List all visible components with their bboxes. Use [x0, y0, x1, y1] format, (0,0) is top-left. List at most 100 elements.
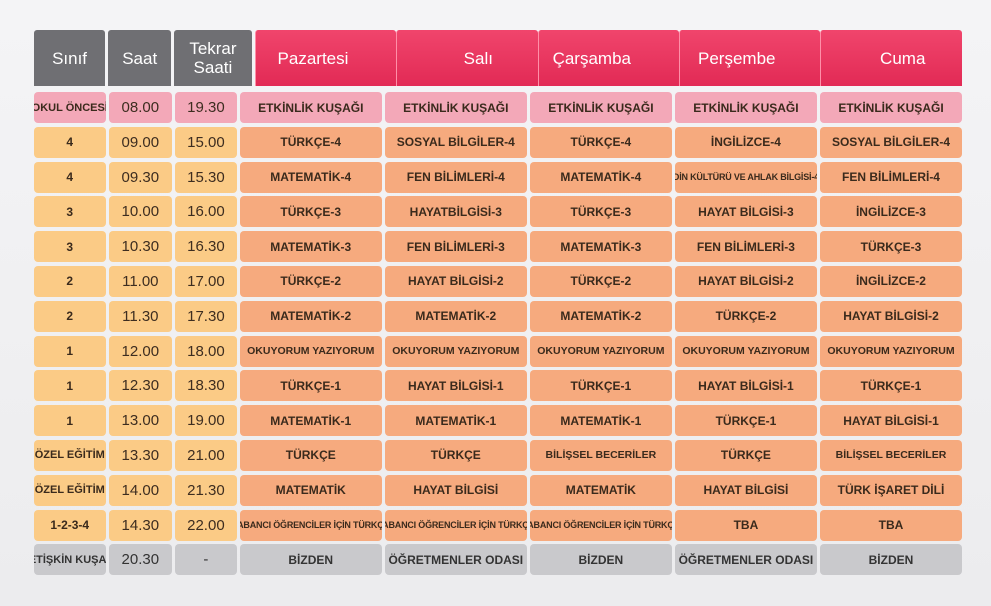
cell-lesson: MATEMATİK-1 — [239, 405, 382, 437]
cell-lesson: OKUYORUM YAZIYORUM — [239, 335, 382, 367]
cell-saat: 13.30 — [108, 439, 173, 471]
header-day-monday: Pazartesi — [254, 30, 397, 86]
cell-lesson: HAYAT BİLGİSİ-2 — [674, 265, 817, 297]
cell-lesson: MATEMATİK-3 — [239, 231, 382, 263]
cell-lesson: YABANCI ÖĞRENCİLER İÇİN TÜRKÇE — [529, 509, 672, 541]
cell-sinif: 1 — [34, 335, 106, 367]
cell-lesson: BİLİŞSEL BECERİLER — [819, 439, 963, 471]
schedule-table: Sınıf Saat Tekrar Saati Pazartesi Salı Ç… — [34, 30, 963, 579]
header-saat: Saat — [108, 30, 172, 86]
table-row: ÖZEL EĞİTİM 13.30 21.00 TÜRKÇE TÜRKÇE BİLİŞSE… — [34, 439, 963, 471]
cell-tekrar-saati: 16.30 — [175, 231, 237, 263]
cell-sinif: ÖZEL EĞİTİM — [34, 474, 106, 506]
cell-lesson: ÖĞRETMENLER ODASI — [384, 544, 527, 576]
cell-lesson: BİZDEN — [239, 544, 382, 576]
cell-lesson: ETKİNLİK KUŞAĞI — [384, 92, 527, 123]
table-row: 4 09.00 15.00 TÜRKÇE-4 SOSYAL BİLGİLER-4 TÜRK… — [34, 126, 963, 158]
cell-lesson: HAYAT BİLGİSİ-1 — [674, 370, 817, 402]
cell-lesson: MATEMATİK — [239, 474, 382, 506]
cell-tekrar-saati: - — [175, 544, 237, 576]
cell-tekrar-saati: 18.30 — [175, 370, 237, 402]
cell-saat: 09.00 — [108, 126, 173, 158]
cell-tekrar-saati: 22.00 — [175, 509, 237, 541]
cell-sinif: 1 — [34, 405, 106, 437]
cell-sinif: 2 — [34, 265, 106, 297]
cell-lesson: TÜRKÇE — [384, 439, 527, 471]
cell-lesson: İNGİLİZCE-4 — [674, 126, 817, 158]
cell-lesson: FEN BİLİMLERİ-4 — [384, 161, 527, 193]
table-row: OKUL ÖNCESİ 08.00 19.30 ETKİNLİK KUŞAĞI ETKİ… — [34, 92, 963, 123]
header-day-friday: Cuma — [820, 30, 962, 86]
cell-lesson: MATEMATİK-1 — [529, 405, 672, 437]
cell-lesson: TÜRKÇE — [239, 439, 382, 471]
header-day-thursday: Perşembe — [679, 30, 821, 86]
cell-lesson: FEN BİLİMLERİ-3 — [384, 231, 527, 263]
table-row: 1 13.00 19.00 MATEMATİK-1 MATEMATİK-1 MATEMAT… — [34, 405, 963, 437]
cell-lesson: TÜRKÇE-4 — [239, 126, 382, 158]
table-row: 4 09.30 15.30 MATEMATİK-4 FEN BİLİMLERİ-4 MAT… — [34, 161, 963, 193]
cell-lesson: TÜRKÇE-2 — [674, 300, 817, 332]
cell-lesson: MATEMATİK-1 — [384, 405, 527, 437]
header-day-wednesday: Çarşamba — [537, 30, 679, 86]
cell-tekrar-saati: 19.00 — [175, 405, 237, 437]
cell-saat: 14.30 — [108, 509, 173, 541]
cell-tekrar-saati: 19.30 — [175, 92, 237, 123]
cell-lesson: HAYAT BİLGİSİ-2 — [384, 265, 527, 297]
cell-sinif: 4 — [34, 161, 106, 193]
cell-lesson: BİZDEN — [529, 544, 672, 576]
cell-tekrar-saati: 15.00 — [175, 126, 237, 158]
cell-tekrar-saati: 16.00 — [175, 196, 237, 228]
table-row: 1-2-3-4 14.30 22.00 YABANCI ÖĞRENCİLER İÇİN… — [34, 509, 963, 541]
cell-lesson: TBA — [674, 509, 817, 541]
cell-lesson: OKUYORUM YAZIYORUM — [529, 335, 672, 367]
cell-lesson: MATEMATİK-2 — [384, 300, 527, 332]
cell-saat: 09.30 — [108, 161, 173, 193]
cell-sinif: 1 — [34, 370, 106, 402]
cell-lesson: TÜRKÇE-2 — [239, 265, 382, 297]
cell-sinif: YETİŞKİN KUŞAĞI — [34, 544, 106, 576]
cell-lesson: ETKİNLİK KUŞAĞI — [819, 92, 963, 123]
cell-sinif: 4 — [34, 126, 106, 158]
cell-lesson: BİLİŞSEL BECERİLER — [529, 439, 672, 471]
cell-sinif: 3 — [34, 231, 106, 263]
cell-lesson: OKUYORUM YAZIYORUM — [819, 335, 963, 367]
table-row: 3 10.00 16.00 TÜRKÇE-3 HAYATBİLGİSİ-3 TÜRKÇE-… — [34, 196, 963, 228]
cell-lesson: ÖĞRETMENLER ODASI — [674, 544, 817, 576]
cell-saat: 10.00 — [108, 196, 173, 228]
table-body: OKUL ÖNCESİ 08.00 19.30 ETKİNLİK KUŞAĞI ETKİ… — [34, 92, 963, 576]
cell-lesson: HAYAT BİLGİSİ — [384, 474, 527, 506]
header-day-tuesday: Salı — [396, 30, 538, 86]
header-row: Sınıf Saat Tekrar Saati Pazartesi Salı Ç… — [34, 30, 962, 86]
cell-lesson: MATEMATİK-2 — [529, 300, 672, 332]
cell-lesson: TÜRK İŞARET DİLİ — [819, 474, 963, 506]
cell-lesson: ETKİNLİK KUŞAĞI — [239, 92, 382, 123]
cell-saat: 10.30 — [108, 231, 173, 263]
table-row: 1 12.30 18.30 TÜRKÇE-1 HAYAT BİLGİSİ-1 TÜRKÇE… — [34, 370, 963, 402]
cell-lesson: YABANCI ÖĞRENCİLER İÇİN TÜRKÇE — [239, 509, 382, 541]
cell-lesson: TÜRKÇE-1 — [674, 405, 817, 437]
cell-lesson: HAYAT BİLGİSİ-3 — [674, 196, 817, 228]
cell-lesson: SOSYAL BİLGİLER-4 — [819, 126, 963, 158]
table-row: 1 12.00 18.00 OKUYORUM YAZIYORUM OKUYORUM YA… — [34, 335, 963, 367]
cell-lesson: DİN KÜLTÜRÜ VE AHLAK BİLGİSİ-4 — [674, 161, 817, 193]
cell-lesson: TÜRKÇE-3 — [529, 196, 672, 228]
cell-lesson: BİZDEN — [819, 544, 963, 576]
cell-saat: 11.30 — [108, 300, 173, 332]
cell-lesson: TÜRKÇE-3 — [819, 231, 963, 263]
cell-lesson: FEN BİLİMLERİ-4 — [819, 161, 963, 193]
cell-lesson: İNGİLİZCE-3 — [819, 196, 963, 228]
cell-lesson: İNGİLİZCE-2 — [819, 265, 963, 297]
cell-tekrar-saati: 15.30 — [175, 161, 237, 193]
cell-tekrar-saati: 17.00 — [175, 265, 237, 297]
table-row: 3 10.30 16.30 MATEMATİK-3 FEN BİLİMLERİ-3 MAT… — [34, 231, 963, 263]
cell-lesson: TÜRKÇE — [674, 439, 817, 471]
cell-lesson: TÜRKÇE-1 — [239, 370, 382, 402]
cell-lesson: SOSYAL BİLGİLER-4 — [384, 126, 527, 158]
cell-tekrar-saati: 18.00 — [175, 335, 237, 367]
cell-sinif: OKUL ÖNCESİ — [34, 92, 106, 123]
cell-sinif: ÖZEL EĞİTİM — [34, 439, 106, 471]
header-sinif: Sınıf — [34, 30, 106, 86]
cell-tekrar-saati: 21.00 — [175, 439, 237, 471]
cell-saat: 13.00 — [108, 405, 173, 437]
